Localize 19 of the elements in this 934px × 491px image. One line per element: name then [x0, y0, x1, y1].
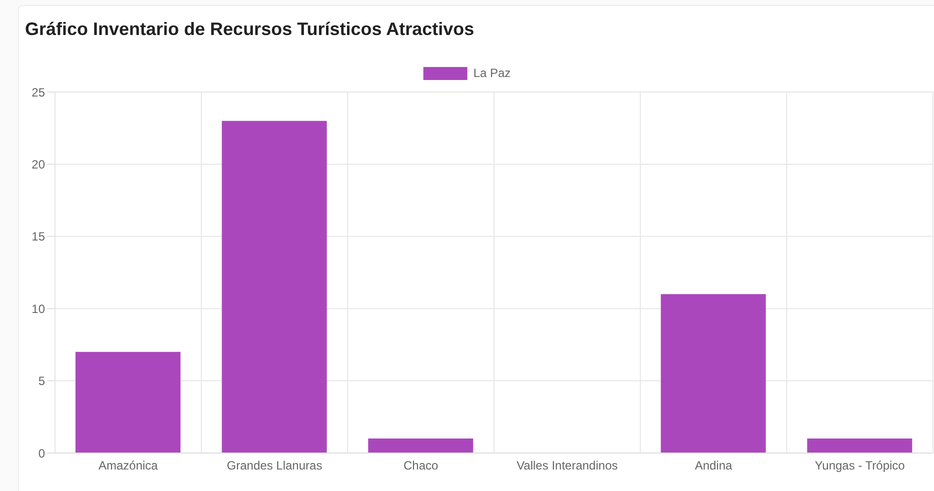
- y-tick-label: 0: [38, 446, 46, 460]
- x-tick-label: Amazónica: [98, 458, 158, 473]
- bar: [660, 294, 766, 453]
- x-tick-label: Valles Interandinos: [516, 458, 618, 473]
- y-tick-label: 25: [32, 85, 46, 100]
- y-tick-label: 20: [32, 157, 46, 172]
- y-tick-label: 10: [32, 302, 46, 316]
- y-tick-label: 5: [38, 374, 46, 388]
- y-tick-label: 15: [32, 230, 46, 244]
- bar: [75, 352, 180, 453]
- bar: [222, 120, 327, 453]
- x-tick-label: Andina: [694, 458, 733, 473]
- bar: [807, 438, 912, 453]
- legend-label: La Paz: [473, 66, 511, 80]
- x-tick-label: Grandes Llanuras: [226, 458, 322, 473]
- bar: [368, 438, 474, 453]
- chart-title: Gráfico Inventario de Recursos Turísticos Atractivos: [25, 19, 474, 40]
- x-tick-label: Yungas - Trópico: [814, 458, 906, 473]
- x-tick-label: Chaco: [403, 458, 439, 473]
